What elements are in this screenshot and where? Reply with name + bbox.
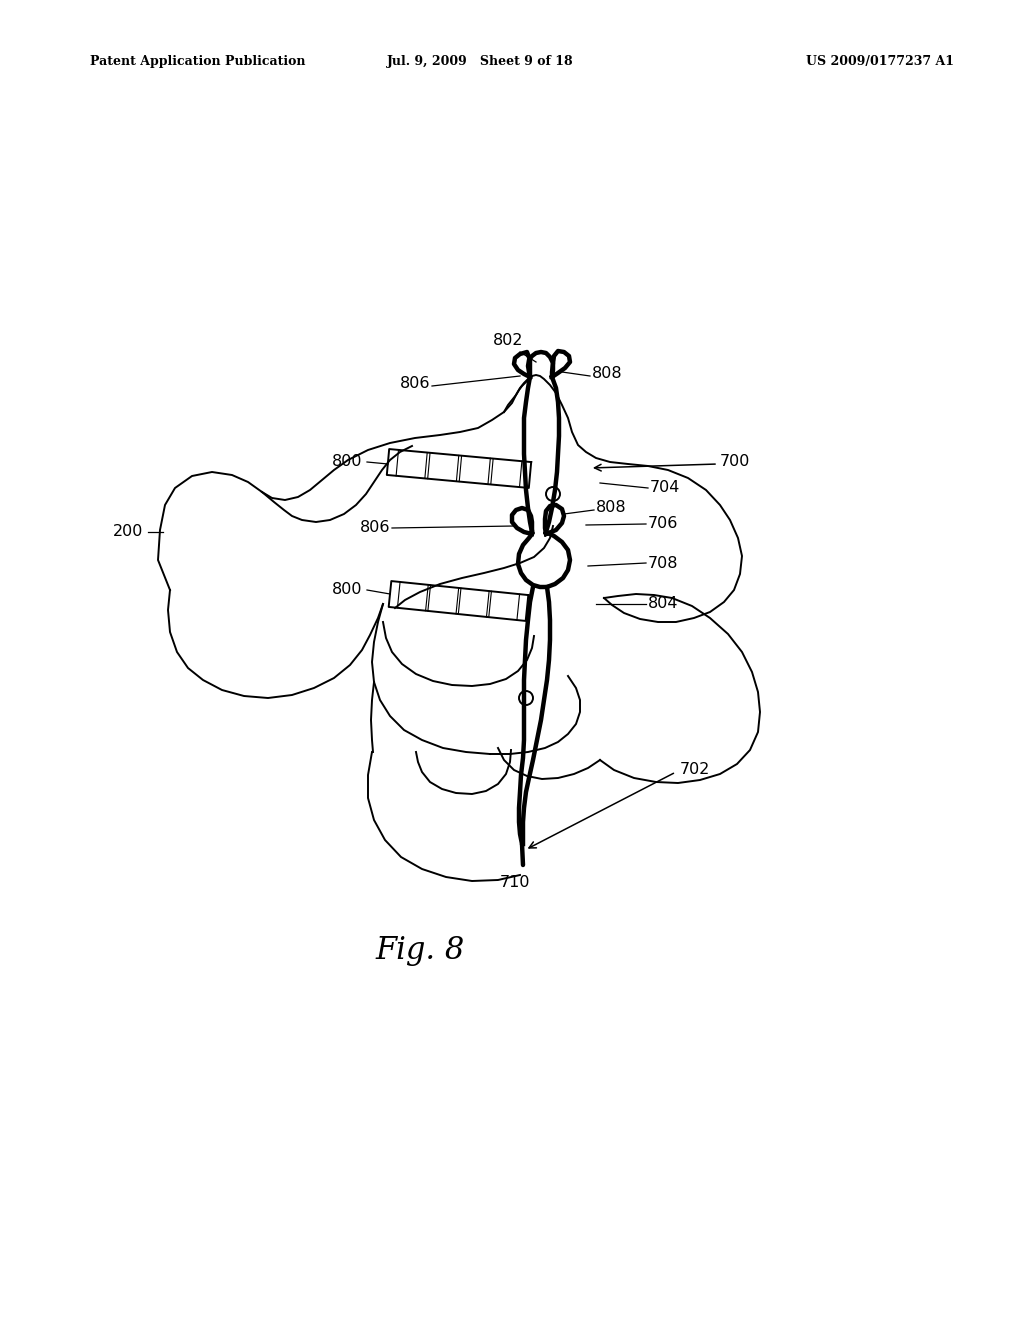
Text: 702: 702 [680,763,711,777]
Text: 800: 800 [332,582,362,598]
Text: 708: 708 [648,556,679,570]
Text: Patent Application Publication: Patent Application Publication [90,55,305,69]
Text: 808: 808 [596,500,627,516]
Text: 808: 808 [592,367,623,381]
Text: Jul. 9, 2009   Sheet 9 of 18: Jul. 9, 2009 Sheet 9 of 18 [387,55,573,69]
Text: US 2009/0177237 A1: US 2009/0177237 A1 [806,55,954,69]
Text: 200: 200 [113,524,143,540]
Text: 804: 804 [648,597,679,611]
Text: 706: 706 [648,516,678,532]
Text: Fig. 8: Fig. 8 [376,935,465,965]
Text: 704: 704 [650,480,680,495]
Text: 800: 800 [332,454,362,470]
Text: 806: 806 [359,520,390,535]
Text: 700: 700 [720,454,751,470]
Text: 802: 802 [493,333,523,348]
Text: 710: 710 [500,875,530,890]
Text: 806: 806 [399,376,430,392]
